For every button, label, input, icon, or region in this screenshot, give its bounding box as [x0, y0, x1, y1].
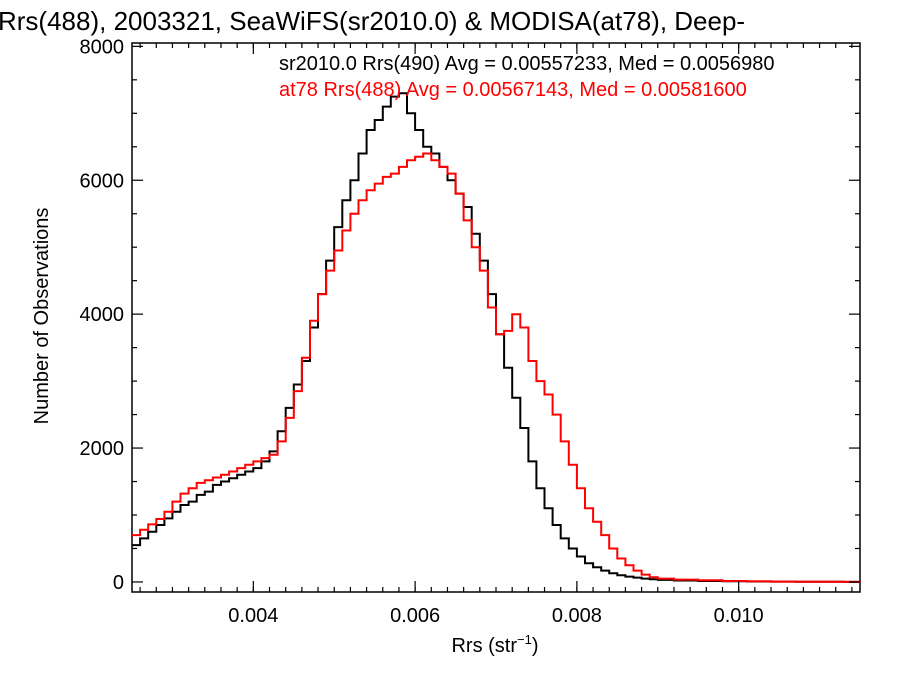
legend-entry-1: at78 Rrs(488) Avg = 0.00567143, Med = 0.…: [279, 79, 747, 101]
x-tick-label: 0.010: [714, 605, 764, 627]
x-tick-label: 0.006: [390, 605, 440, 627]
series-line-1: [132, 152, 861, 583]
chart-title: Rrs(488), 2003321, SeaWiFS(sr2010.0) & M…: [0, 6, 745, 36]
x-tick-label: 0.008: [552, 605, 602, 627]
y-axis-label: Number of Observations: [31, 208, 53, 425]
y-tick-label: 8000: [80, 36, 125, 58]
x-axis-label-main: Rrs (str: [451, 635, 517, 657]
x-axis-label-sup: −1: [517, 632, 532, 647]
series-line-0: [132, 92, 861, 583]
legend-entry-0: sr2010.0 Rrs(490) Avg = 0.00557233, Med …: [279, 53, 775, 75]
x-tick-label: 0.004: [228, 605, 278, 627]
x-axis-label: Rrs (str−1): [451, 632, 538, 657]
ticks-layer: 0.004 0.006 0.008 0.010 0 2000 4000 6000 8000: [80, 36, 860, 627]
y-tick-label: 4000: [80, 304, 125, 326]
y-tick-label: 6000: [80, 170, 125, 192]
y-tick-label: 0: [113, 572, 124, 594]
series-layer: [132, 92, 861, 583]
y-tick-label: 2000: [80, 438, 125, 460]
x-axis-label-suffix: ): [532, 635, 539, 657]
